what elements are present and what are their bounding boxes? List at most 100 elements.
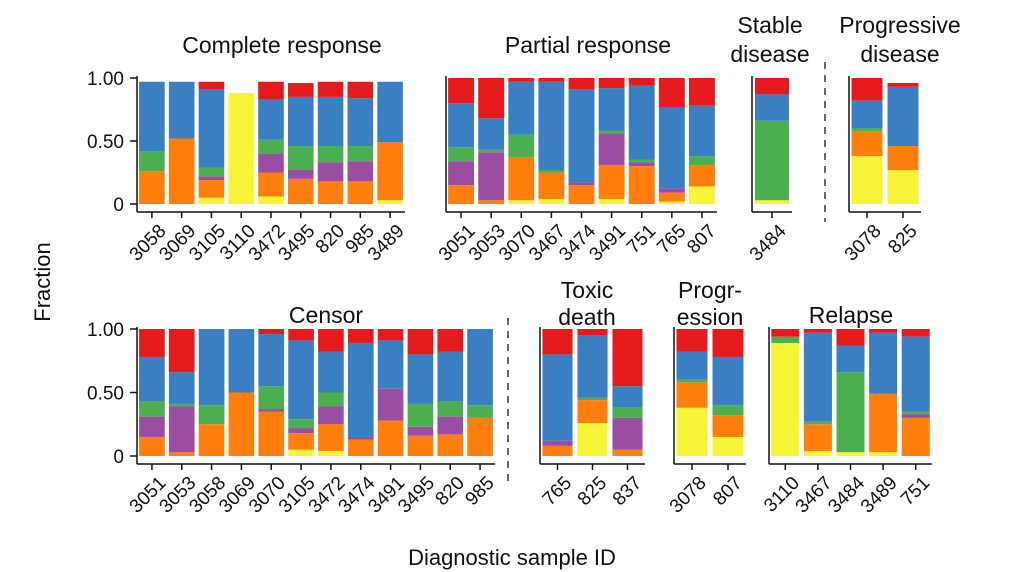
- panel-title: Progr-: [678, 277, 742, 303]
- bar-segment-green-985: [467, 405, 493, 418]
- bar-segment-purple-3491: [377, 388, 404, 421]
- bar-segment-green-3472: [258, 139, 284, 154]
- bar-segment-blue-3489: [869, 332, 898, 394]
- bar-segment-yellow-807: [689, 186, 715, 204]
- bar-segment-red-3051: [139, 329, 165, 357]
- bar-segment-orange-3491: [377, 420, 404, 456]
- bar-segment-green-3495: [407, 403, 434, 427]
- bar-segment-blue-985: [467, 329, 493, 406]
- x-tick-label-765: 765: [653, 221, 690, 258]
- bar-segment-blue-825: [577, 335, 608, 398]
- bar-segment-blue-3058: [198, 329, 225, 406]
- bar-segment-blue-820: [317, 96, 344, 147]
- x-tick-label-985: 985: [461, 473, 498, 510]
- x-tick-label-751: 751: [623, 221, 660, 258]
- bar-segment-green-3472: [318, 392, 344, 407]
- bar-segment-blue-820: [437, 351, 464, 402]
- bar-segment-orange-3053: [478, 200, 505, 204]
- x-tick-label-807: 807: [683, 221, 720, 258]
- x-axis-label: Diagnostic sample ID: [408, 545, 616, 570]
- bar-segment-green-3058: [139, 151, 165, 172]
- bar-segment-purple-751: [901, 414, 930, 418]
- bar-segment-yellow-807: [712, 436, 744, 456]
- x-tick-label-825: 825: [574, 473, 611, 510]
- bar-segment-purple-751: [628, 162, 655, 167]
- bar-segment-purple-765: [542, 440, 573, 446]
- panels: Complete response1.000.50030583069310531…: [87, 12, 961, 517]
- bar-segment-blue-837: [612, 386, 643, 408]
- bar-segment-red-3491: [377, 329, 404, 341]
- bar-segment-blue-985: [347, 98, 374, 147]
- bar-segment-orange-825: [887, 146, 919, 170]
- panel-title: disease: [730, 41, 809, 67]
- x-tick-label-765: 765: [539, 473, 576, 510]
- bar-segment-blue-3474: [347, 342, 374, 437]
- y-axis-label: Fraction: [30, 242, 55, 321]
- bar-segment-red-3105: [198, 81, 225, 90]
- bar-segment-orange-751: [901, 417, 930, 456]
- bar-segment-green-3484: [755, 120, 789, 201]
- bar-segment-yellow-3467: [803, 450, 832, 456]
- bar-segment-green-825: [577, 397, 608, 401]
- bar-segment-red-3495: [407, 329, 434, 355]
- bar-segment-blue-3105: [288, 340, 314, 420]
- panel-title: Relapse: [809, 302, 893, 328]
- x-tick-label-820: 820: [432, 473, 469, 510]
- bar-segment-purple-3051: [448, 161, 475, 186]
- bar-segment-orange-3467: [803, 424, 832, 451]
- bar-segment-orange-820: [437, 434, 464, 456]
- bar-segment-purple-3105: [198, 176, 225, 181]
- bar-segment-blue-751: [901, 336, 930, 412]
- panel-title: Toxic: [561, 277, 613, 303]
- bar-segment-green-3078: [676, 379, 708, 383]
- bar-segment-green-3051: [448, 147, 475, 162]
- bar-segment-orange-3472: [258, 172, 284, 197]
- bar-segment-orange-3070: [508, 157, 535, 201]
- bar-segment-green-3491: [598, 130, 625, 134]
- bar-segment-blue-3069: [228, 329, 255, 393]
- bar-segment-orange-3474: [568, 185, 595, 204]
- bar-segment-red-807: [689, 78, 715, 106]
- panel-title: Stable: [737, 12, 802, 38]
- bar-segment-red-3051: [448, 78, 475, 104]
- bar-segment-orange-3495: [287, 178, 314, 204]
- bar-segment-red-820: [317, 81, 344, 97]
- bar-segment-orange-807: [712, 415, 744, 437]
- bar-segment-blue-3489: [377, 81, 403, 143]
- x-tick-label-3078: 3078: [666, 473, 711, 518]
- bar-segment-yellow-3472: [258, 196, 284, 204]
- bar-segment-green-807: [712, 405, 744, 416]
- bar-segment-yellow-3105: [198, 197, 225, 204]
- panel-title: disease: [860, 41, 939, 67]
- y-tick-label: 0.50: [87, 384, 124, 405]
- bar-segment-green-820: [317, 146, 344, 163]
- bar-segment-orange-3070: [258, 411, 285, 456]
- x-tick-label-3484: 3484: [746, 220, 791, 265]
- bar-segment-green-3495: [287, 146, 314, 170]
- bar-segment-blue-765: [658, 106, 685, 189]
- bar-segment-red-3070: [508, 78, 535, 82]
- x-tick-label-3078: 3078: [841, 221, 886, 266]
- bar-segment-orange-3069: [228, 392, 255, 456]
- panel-title: Censor: [289, 302, 363, 328]
- bar-segment-green-751: [628, 159, 655, 163]
- x-tick-label-825: 825: [884, 221, 921, 258]
- bar-segment-blue-3069: [168, 81, 195, 139]
- bar-segment-orange-3069: [168, 138, 195, 204]
- bar-segment-blue-3051: [448, 103, 475, 148]
- bar-segment-red-3484: [755, 78, 789, 95]
- bar-segment-purple-3051: [139, 416, 165, 437]
- bar-segment-green-837: [612, 407, 643, 418]
- bar-segment-purple-3474: [347, 436, 374, 440]
- bar-segment-red-3467: [538, 78, 565, 82]
- bar-segment-blue-3053: [168, 372, 195, 404]
- bar-segment-blue-3070: [508, 81, 535, 135]
- bar-segment-yellow-765: [658, 201, 685, 204]
- bar-segment-yellow-3484: [836, 452, 865, 456]
- bar-segment-purple-765: [658, 188, 685, 193]
- bar-segment-blue-3484: [836, 345, 865, 373]
